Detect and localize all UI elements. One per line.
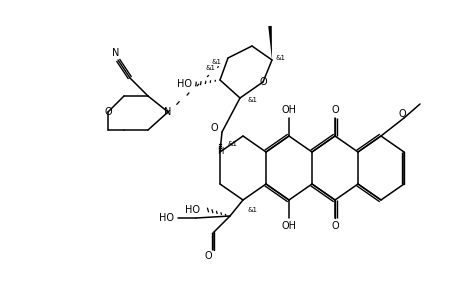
- Text: &1: &1: [205, 65, 215, 71]
- Text: HO: HO: [185, 205, 200, 215]
- Text: OH: OH: [281, 105, 297, 115]
- Text: &1: &1: [247, 97, 257, 103]
- Text: &1: &1: [247, 207, 257, 213]
- Text: H: H: [217, 147, 223, 157]
- Text: N: N: [112, 48, 120, 58]
- Text: O: O: [204, 251, 212, 261]
- Text: O: O: [398, 109, 406, 119]
- Text: O: O: [331, 221, 339, 231]
- Text: O: O: [331, 105, 339, 115]
- Text: N: N: [164, 107, 172, 117]
- Polygon shape: [268, 26, 272, 60]
- Text: O: O: [259, 77, 267, 87]
- Text: HO: HO: [177, 79, 192, 89]
- Text: O: O: [210, 123, 218, 133]
- Text: OH: OH: [281, 221, 297, 231]
- Text: O: O: [104, 107, 112, 117]
- Text: &1: &1: [275, 55, 285, 61]
- Text: HO: HO: [159, 213, 174, 223]
- Text: &1: &1: [227, 141, 237, 147]
- Text: &1: &1: [211, 59, 221, 65]
